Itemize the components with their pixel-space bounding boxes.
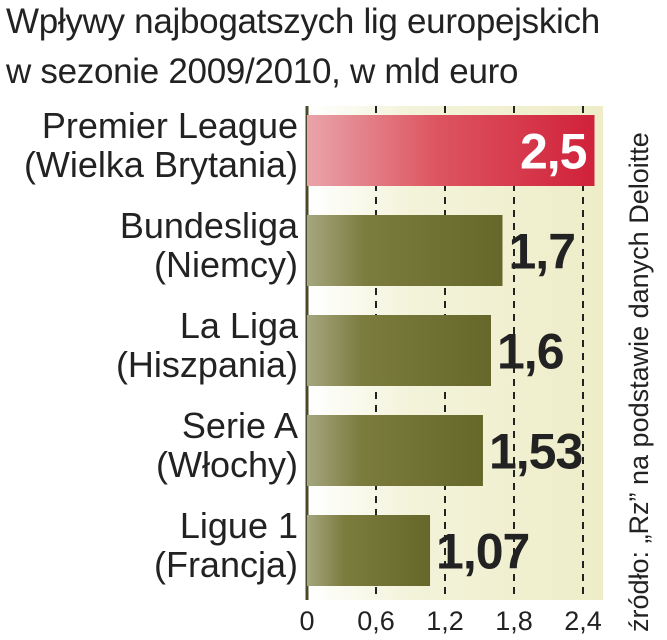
chart-title-line-2: w sezonie 2009/2010, w mld euro	[6, 52, 519, 91]
value-label-0: 2,5	[520, 124, 587, 180]
x-tick-label-1: 0,6	[357, 606, 395, 636]
source-note: źródło: „Rz” na podstawie danych Deloitt…	[624, 132, 654, 632]
value-label-4: 1,07	[436, 524, 529, 580]
bar-1	[307, 215, 503, 286]
x-tick-label-4: 2,4	[564, 606, 602, 636]
category-label-3-0: Serie A	[182, 405, 298, 446]
bar-2	[307, 315, 491, 386]
category-label-3-1: (Włochy)	[156, 444, 298, 485]
category-label-0-0: Premier League	[42, 105, 298, 146]
x-tick-label-2: 1,2	[426, 606, 464, 636]
category-label-1-0: Bundesliga	[120, 205, 299, 246]
category-label-1-1: (Niemcy)	[154, 244, 298, 285]
value-label-2: 1,6	[497, 324, 564, 380]
chart-title-line-1: Wpływy najbogatszych lig europejskich	[6, 2, 600, 41]
category-label-0-1: (Wielka Brytania)	[24, 144, 298, 185]
category-label-2-0: La Liga	[180, 305, 299, 346]
value-label-1: 1,7	[509, 224, 576, 280]
category-label-4-1: (Francja)	[154, 544, 298, 585]
category-label-4-0: Ligue 1	[180, 505, 298, 546]
x-tick-label-3: 1,8	[495, 606, 533, 636]
bar-4	[307, 515, 431, 586]
bar-3	[307, 415, 483, 486]
bar-0	[307, 115, 595, 186]
value-label-3: 1,53	[489, 424, 582, 480]
category-label-2-1: (Hiszpania)	[116, 344, 298, 385]
x-tick-label-0: 0	[299, 606, 314, 636]
